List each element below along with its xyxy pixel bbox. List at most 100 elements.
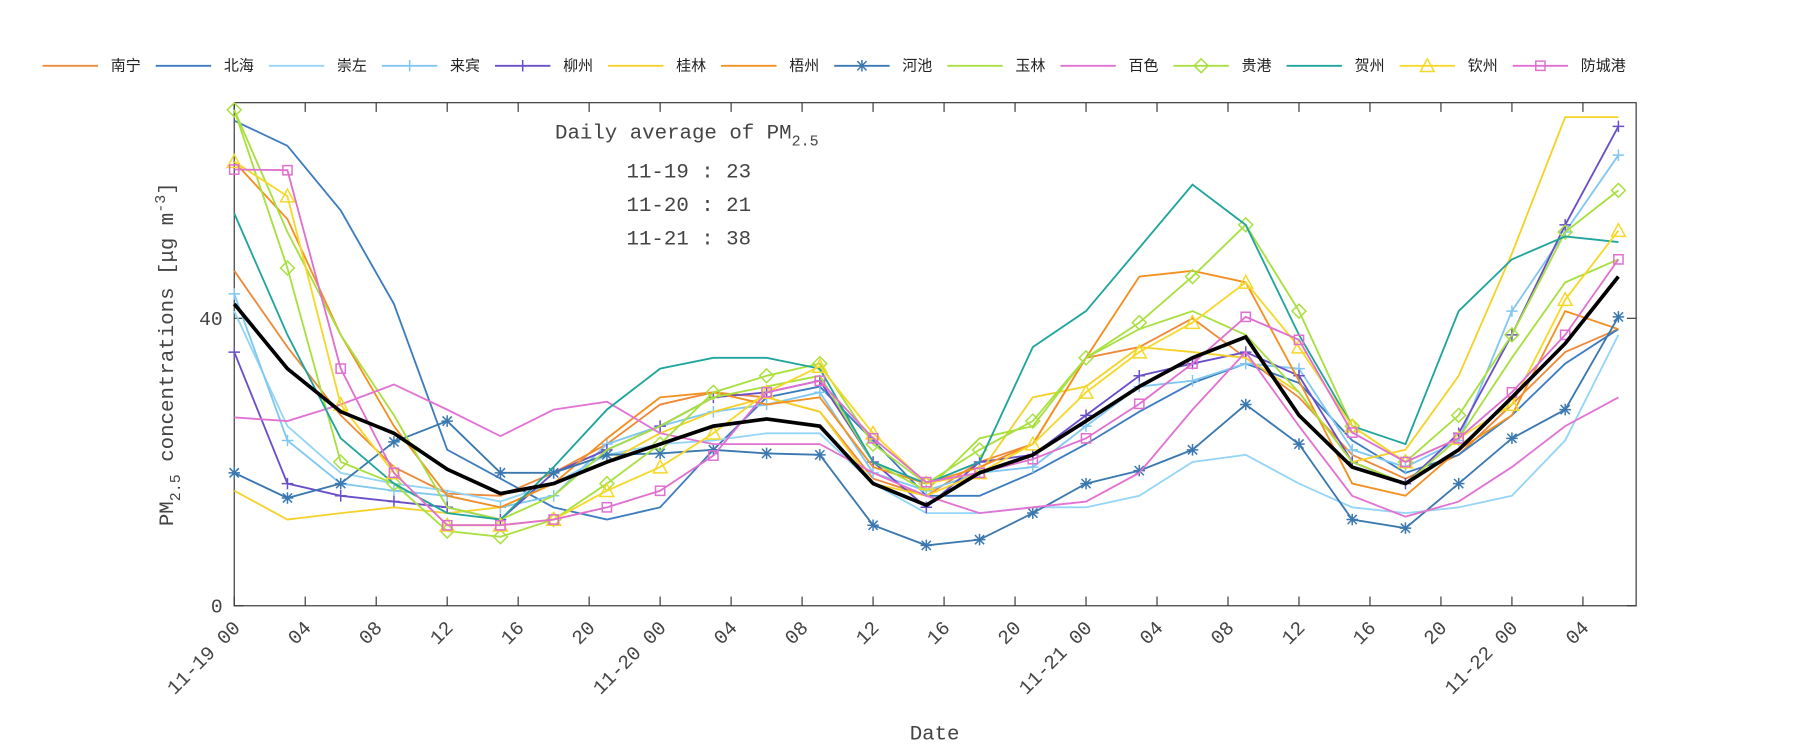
marker bbox=[811, 357, 829, 373]
marker bbox=[388, 495, 400, 508]
markers bbox=[228, 311, 1625, 552]
legend-label: 来宾 bbox=[450, 56, 480, 74]
marker bbox=[920, 539, 933, 552]
legend-label: 梧州 bbox=[789, 56, 819, 74]
marker bbox=[441, 415, 453, 427]
marker bbox=[1133, 370, 1146, 382]
y-label-prefix: PM bbox=[157, 501, 180, 526]
marker bbox=[1506, 305, 1518, 317]
marker bbox=[651, 458, 669, 474]
series-line bbox=[233, 154, 1620, 509]
marker bbox=[282, 164, 293, 176]
legend-label: 桂林 bbox=[676, 56, 706, 74]
x-tick-label: 08 bbox=[355, 618, 387, 650]
marker bbox=[920, 476, 932, 488]
marker bbox=[1346, 427, 1358, 438]
marker bbox=[654, 485, 666, 497]
marker bbox=[548, 514, 560, 525]
marker bbox=[1240, 311, 1252, 323]
marker bbox=[1239, 398, 1252, 411]
series-line bbox=[233, 310, 1620, 515]
marker bbox=[281, 492, 294, 504]
legend-marker-shape bbox=[856, 59, 868, 72]
marker bbox=[601, 501, 613, 513]
marker bbox=[1450, 429, 1467, 445]
marker bbox=[758, 367, 775, 384]
marker bbox=[228, 288, 240, 300]
y-label-middle: concentrations [μg m bbox=[157, 213, 180, 475]
marker bbox=[1080, 477, 1092, 490]
marker bbox=[1503, 326, 1520, 343]
marker bbox=[494, 467, 507, 479]
legend-label: 崇左 bbox=[337, 56, 367, 74]
marker bbox=[1346, 444, 1358, 456]
marker bbox=[1024, 435, 1041, 451]
annotation-prefix: Daily average of PM bbox=[555, 122, 792, 145]
marker bbox=[228, 164, 240, 175]
marker bbox=[1612, 311, 1625, 323]
marker bbox=[918, 475, 935, 491]
annotation-line: 11-20 : 21 bbox=[627, 195, 752, 218]
marker bbox=[1027, 507, 1039, 519]
mean-line bbox=[232, 275, 1620, 508]
marker bbox=[281, 477, 294, 490]
marker bbox=[1186, 375, 1199, 387]
x-axis-label: Date bbox=[910, 724, 960, 747]
marker bbox=[1131, 314, 1148, 331]
marker bbox=[1290, 303, 1307, 320]
marker bbox=[867, 432, 879, 444]
marker bbox=[1293, 438, 1305, 450]
y-axis-label: PM2.5 concentrations [μg m-3] bbox=[153, 182, 185, 526]
x-tick-label: 04 bbox=[710, 618, 742, 650]
legend-label: 河池 bbox=[902, 56, 932, 74]
marker bbox=[332, 454, 349, 471]
legend-label: 玉林 bbox=[1015, 56, 1045, 74]
legend-marker-shape bbox=[1193, 57, 1210, 74]
series-line bbox=[234, 168, 1620, 527]
marker bbox=[1612, 120, 1625, 133]
marker bbox=[760, 447, 773, 460]
marker bbox=[971, 441, 988, 458]
x-tick-label: 12 bbox=[426, 618, 458, 650]
x-tick-label: 20 bbox=[994, 618, 1026, 650]
series-line bbox=[234, 350, 1619, 518]
x-tick-label: 08 bbox=[1207, 618, 1239, 650]
legend-label: 南宁 bbox=[111, 56, 141, 74]
marker bbox=[495, 519, 506, 531]
legend-marker-shape bbox=[1535, 60, 1546, 72]
legend-marker bbox=[856, 59, 868, 72]
marker bbox=[814, 375, 826, 387]
marker bbox=[1184, 268, 1201, 285]
x-tick-label: 20 bbox=[1420, 618, 1452, 650]
x-tick-label: 11-22 00 bbox=[1441, 618, 1523, 700]
marker bbox=[1131, 343, 1148, 359]
annotation-line: 11-21 : 38 bbox=[627, 229, 752, 252]
marker bbox=[1610, 222, 1627, 238]
marker bbox=[1293, 334, 1305, 346]
x-tick-label: 08 bbox=[781, 618, 813, 650]
marker bbox=[279, 187, 296, 203]
x-tick-label: 20 bbox=[568, 618, 600, 650]
marker bbox=[385, 464, 403, 480]
marker bbox=[226, 153, 243, 169]
marker bbox=[707, 444, 720, 456]
marker bbox=[388, 436, 400, 448]
legend-marker bbox=[1535, 60, 1546, 72]
annotation-title: Daily average of PM2.5 bbox=[555, 122, 819, 150]
legend-label: 防城港 bbox=[1581, 56, 1626, 74]
x-tick-label: 16 bbox=[923, 618, 955, 650]
x-tick-label: 12 bbox=[1278, 618, 1310, 650]
marker bbox=[1133, 398, 1145, 410]
marker bbox=[492, 528, 509, 545]
y-tick-label: 40 bbox=[199, 309, 223, 331]
marker bbox=[1077, 383, 1095, 399]
marker bbox=[973, 533, 986, 546]
x-tick-label: 04 bbox=[1562, 618, 1594, 650]
marker bbox=[1400, 456, 1411, 468]
legend-marker-shape bbox=[403, 59, 416, 72]
series-line bbox=[233, 109, 1619, 538]
marker bbox=[1452, 477, 1465, 490]
marker bbox=[334, 477, 347, 490]
legend-label: 柳州 bbox=[563, 56, 593, 74]
